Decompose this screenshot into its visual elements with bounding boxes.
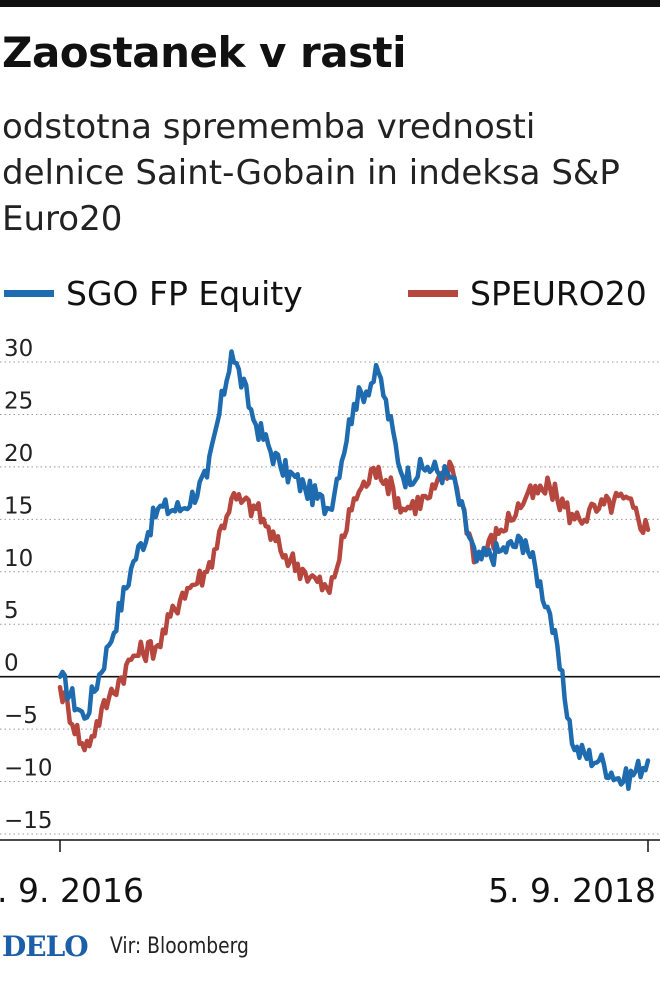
y-tick-label: 15 xyxy=(4,493,33,519)
y-tick-label: 10 xyxy=(4,546,33,572)
y-tick-label: −5 xyxy=(4,703,38,729)
grid-layer xyxy=(0,361,660,835)
x-axis: 6. 9. 2016 5. 9. 2018 xyxy=(0,839,660,910)
source-note: Vir: Bloomberg xyxy=(110,934,249,959)
y-tick-label: 20 xyxy=(4,441,33,467)
x-start-label: 6. 9. 2016 xyxy=(0,871,144,910)
legend-label-sgo: SGO FP Equity xyxy=(66,273,303,313)
footer: DELO Vir: Bloomberg xyxy=(0,928,660,968)
legend: SGO FP Equity SPEURO20 xyxy=(0,271,660,315)
legend-swatch-sgo xyxy=(4,289,54,297)
chart-title: Zaostanek v rasti xyxy=(2,28,407,77)
chart-subtitle: odstotna sprememba vrednosti delnice Sai… xyxy=(2,107,620,239)
y-tick-label: 25 xyxy=(4,388,33,414)
y-axis: 30 25 20 15 10 5 0 −5 −10 −15 xyxy=(4,336,53,834)
x-end-label: 5. 9. 2018 xyxy=(488,871,656,910)
legend-item-speuro20: SPEURO20 xyxy=(408,271,647,315)
top-rule xyxy=(0,0,660,7)
y-tick-label: −10 xyxy=(4,756,53,782)
legend-item-sgo: SGO FP Equity xyxy=(4,271,303,315)
y-tick-label: 30 xyxy=(4,336,33,362)
series-line-sgo xyxy=(57,349,651,791)
line-chart: 30 25 20 15 10 5 0 −5 −10 −15 6. 9. 2016 5. 9. 201… xyxy=(0,336,660,910)
y-tick-label: 5 xyxy=(4,598,19,624)
series-line-speuro20 xyxy=(57,459,651,753)
y-tick-label: −15 xyxy=(4,808,53,834)
legend-label-speuro20: SPEURO20 xyxy=(470,273,647,313)
delo-logo: DELO xyxy=(2,930,89,963)
y-tick-label: 0 xyxy=(4,651,19,677)
legend-swatch-speuro20 xyxy=(408,289,458,297)
series-layer xyxy=(57,349,651,791)
